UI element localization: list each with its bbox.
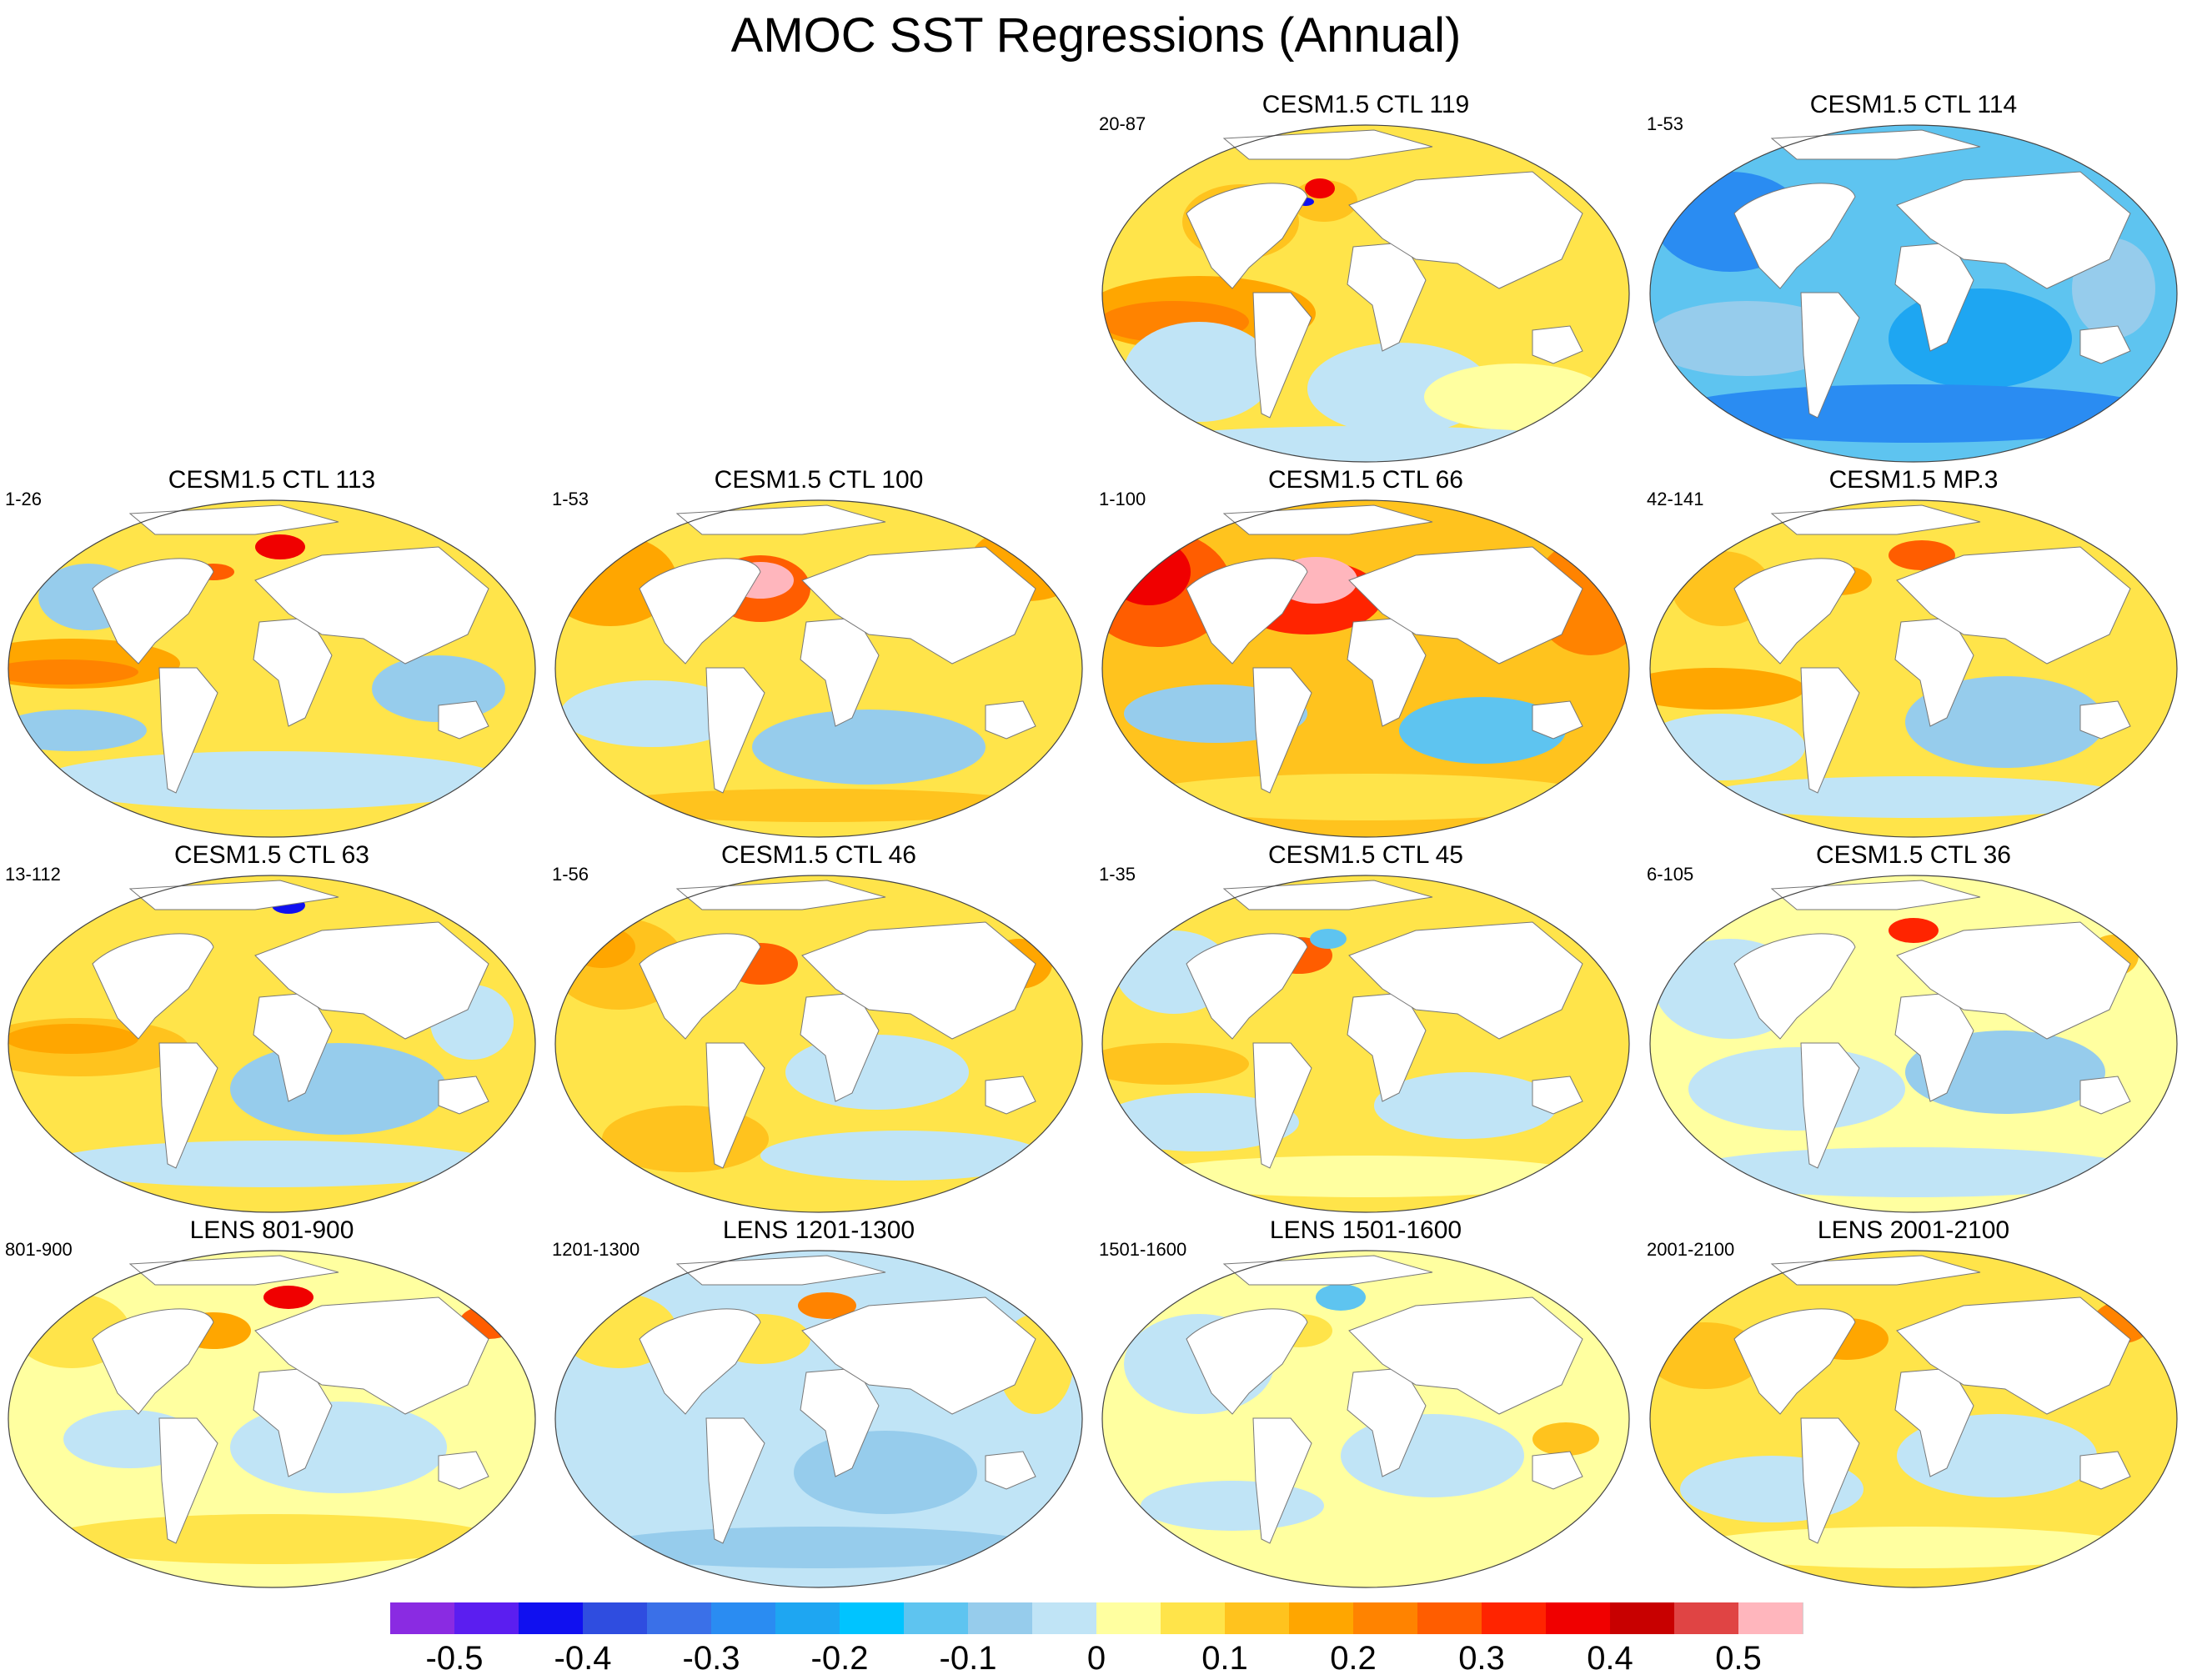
colorbar-swatch: [840, 1602, 905, 1634]
panel-title: CESM1.5 CTL 45: [1268, 841, 1463, 869]
sst-map: [1649, 1250, 2178, 1588]
panel-period: 20-87: [1099, 113, 1146, 134]
colorbar-swatch: [1096, 1602, 1161, 1634]
map-panel-lens1201: LENS 1201-1300 1201-1300: [552, 1216, 1086, 1592]
colorbar-swatch: [904, 1602, 969, 1634]
panel-title: CESM1.5 CTL 63: [174, 841, 369, 869]
colorbar-tick-label: 0.5: [1715, 1640, 1762, 1677]
panel-period: 1-53: [1647, 113, 1684, 134]
colorbar-swatch: [1417, 1602, 1482, 1634]
map-panel-lens1501: LENS 1501-1600 1501-1600: [1099, 1216, 1633, 1592]
colorbar-tick-label: 0.4: [1587, 1640, 1633, 1677]
map-panel-ctl100: CESM1.5 CTL 100 1-53: [552, 465, 1086, 842]
sst-map: [8, 499, 536, 838]
sst-map: [554, 499, 1083, 838]
map-panel-ctl36: CESM1.5 CTL 36 6-105: [1647, 840, 2180, 1217]
map-panel-lens2001: LENS 2001-2100 2001-2100: [1647, 1216, 2180, 1592]
colorbar-tick-label: -0.4: [554, 1640, 612, 1677]
map-panel-ctl45: CESM1.5 CTL 45 1-35: [1099, 840, 1633, 1217]
colorbar: [390, 1602, 1803, 1634]
panel-period: 801-900: [5, 1239, 73, 1260]
panel-title: CESM1.5 CTL 113: [168, 466, 376, 494]
sst-map: [1649, 499, 2178, 838]
sst-map: [8, 875, 536, 1213]
panel-title: CESM1.5 CTL 114: [1809, 91, 2018, 118]
colorbar-tick-label: -0.3: [682, 1640, 740, 1677]
map-panel-ctl119: CESM1.5 CTL 119 20-87: [1099, 90, 1633, 467]
map-panel-ctl63: CESM1.5 CTL 63 13-112: [5, 840, 539, 1217]
panel-title: CESM1.5 CTL 100: [714, 466, 924, 494]
map-panel-ctl66: CESM1.5 CTL 66 1-100: [1099, 465, 1633, 842]
panel-period: 1501-1600: [1099, 1239, 1187, 1260]
colorbar-swatch: [1674, 1602, 1739, 1634]
colorbar-tick-label: 0: [1086, 1640, 1106, 1677]
colorbar-swatch: [1225, 1602, 1290, 1634]
sst-map: [1649, 124, 2178, 463]
map-panel-lens801: LENS 801-900 801-900: [5, 1216, 539, 1592]
sst-map: [1101, 499, 1630, 838]
panel-period: 42-141: [1647, 489, 1704, 509]
panel-period: 6-105: [1647, 864, 1694, 885]
colorbar-tick-label: -0.1: [939, 1640, 997, 1677]
colorbar-swatch: [1546, 1602, 1611, 1634]
panel-title: CESM1.5 CTL 46: [721, 841, 916, 869]
panel-period: 13-112: [5, 864, 61, 885]
panel-period: 1-35: [1099, 864, 1136, 885]
colorbar-tick-label: 0.2: [1330, 1640, 1377, 1677]
colorbar-swatch: [1161, 1602, 1226, 1634]
panel-title: LENS 2001-2100: [1817, 1216, 2010, 1244]
sst-map: [554, 875, 1083, 1213]
panel-title: LENS 801-900: [189, 1216, 354, 1244]
panel-title: CESM1.5 CTL 36: [1816, 841, 2011, 869]
colorbar-swatch: [775, 1602, 840, 1634]
colorbar-swatch: [1289, 1602, 1354, 1634]
colorbar-swatch: [390, 1602, 455, 1634]
map-panel-mp3: CESM1.5 MP.3 42-141: [1647, 465, 2180, 842]
colorbar-tick-label: 0.1: [1201, 1640, 1248, 1677]
colorbar-swatch: [1610, 1602, 1675, 1634]
colorbar-swatch: [519, 1602, 584, 1634]
panel-period: 1-56: [552, 864, 589, 885]
panel-title: CESM1.5 CTL 66: [1268, 466, 1463, 494]
panel-period: 1-100: [1099, 489, 1146, 509]
map-panel-ctl114: CESM1.5 CTL 114 1-53: [1647, 90, 2180, 467]
colorbar-swatch: [1032, 1602, 1097, 1634]
sst-map: [1101, 124, 1630, 463]
colorbar-swatch: [711, 1602, 776, 1634]
sst-map: [554, 1250, 1083, 1588]
sst-map: [8, 1250, 536, 1588]
colorbar-swatch: [1482, 1602, 1547, 1634]
colorbar-tick-label: -0.5: [425, 1640, 484, 1677]
panel-period: 2001-2100: [1647, 1239, 1735, 1260]
sst-map: [1101, 1250, 1630, 1588]
map-panel-ctl113: CESM1.5 CTL 113 1-26: [5, 465, 539, 842]
panel-title: CESM1.5 MP.3: [1828, 466, 1999, 494]
sst-map: [1101, 875, 1630, 1213]
colorbar-swatch: [454, 1602, 519, 1634]
panel-period: 1201-1300: [552, 1239, 640, 1260]
panel-title: CESM1.5 CTL 119: [1262, 91, 1470, 118]
panel-title: LENS 1201-1300: [722, 1216, 915, 1244]
colorbar-swatch: [647, 1602, 712, 1634]
colorbar-tick-label: -0.2: [810, 1640, 869, 1677]
colorbar-swatch: [968, 1602, 1033, 1634]
panel-title: LENS 1501-1600: [1269, 1216, 1462, 1244]
colorbar-swatch: [1353, 1602, 1418, 1634]
colorbar-tick-label: 0.3: [1458, 1640, 1505, 1677]
map-panel-ctl46: CESM1.5 CTL 46 1-56: [552, 840, 1086, 1217]
colorbar-swatch: [583, 1602, 648, 1634]
figure-title: AMOC SST Regressions (Annual): [730, 8, 1462, 63]
panel-period: 1-53: [552, 489, 589, 509]
panel-period: 1-26: [5, 489, 43, 509]
colorbar-swatch: [1738, 1602, 1803, 1634]
sst-map: [1649, 875, 2178, 1213]
